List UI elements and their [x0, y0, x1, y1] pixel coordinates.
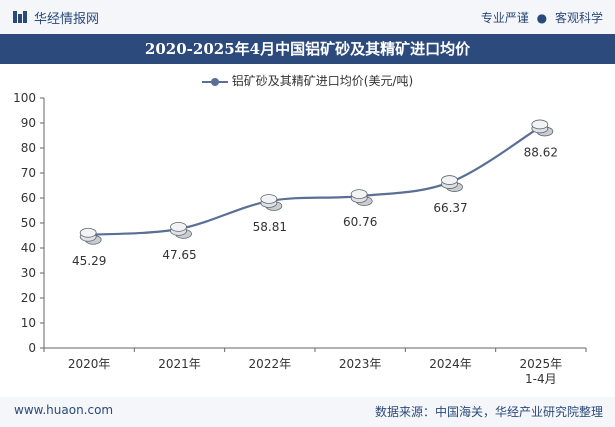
data-label: 47.65	[162, 248, 196, 262]
logo-icon	[13, 11, 27, 23]
footer: www.huaon.com 数据来源：中国海关，华经产业研究院整理	[0, 397, 615, 427]
y-tick-label: 30	[21, 266, 36, 280]
data-label: 45.29	[72, 254, 106, 268]
data-point	[170, 221, 192, 239]
slogan-right: 客观科学	[554, 11, 603, 25]
y-tick-label: 0	[28, 341, 36, 355]
y-tick-label: 10	[21, 316, 36, 330]
line-chart: 0 10 20 30 40 50 60 70 80 90 100 2020年 2021年 2022年 202…	[13, 91, 587, 386]
chart-title: 2020-2025年4月中国铝矿砂及其精矿进口均价	[0, 34, 615, 64]
y-tick-label: 40	[21, 241, 36, 255]
slogan-separator: ●	[536, 11, 548, 25]
y-tick-label: 80	[21, 141, 36, 155]
y-tick-label: 70	[21, 166, 36, 180]
y-tick-label: 20	[21, 291, 36, 305]
x-tick-label: 1-4月	[525, 372, 557, 386]
y-tick-label: 60	[21, 191, 36, 205]
data-label: 66.37	[433, 201, 467, 215]
data-label: 60.76	[343, 215, 377, 229]
data-point	[79, 227, 102, 245]
series-line	[89, 125, 542, 236]
data-label: 58.81	[253, 220, 287, 234]
x-tick-label: 2022年	[249, 357, 292, 371]
x-tick-label: 2023年	[339, 357, 382, 371]
chart-legend: 铝矿砂及其精矿进口均价(美元/吨)	[0, 72, 615, 89]
legend-swatch	[201, 77, 228, 87]
data-point	[260, 194, 283, 211]
brand-name: 华经情报网	[34, 12, 100, 27]
legend-label: 铝矿砂及其精矿进口均价(美元/吨)	[231, 74, 414, 88]
footer-url: www.huaon.com	[14, 403, 114, 417]
data-label: 88.62	[524, 145, 558, 159]
y-tick-label: 100	[13, 91, 36, 105]
slogan: 专业严谨 ● 客观科学	[481, 9, 603, 26]
x-tick-label: 2021年	[158, 357, 201, 371]
x-tick-label: 2020年	[68, 357, 111, 371]
data-point	[441, 175, 463, 192]
slogan-left: 专业严谨	[480, 11, 529, 25]
y-tick-label: 50	[21, 216, 36, 230]
x-tick-label: 2025年	[520, 357, 563, 371]
x-tick-label: 2024年	[429, 357, 472, 371]
data-source: 数据来源：中国海关，华经产业研究院整理	[374, 405, 603, 419]
data-point	[531, 119, 554, 137]
data-point	[350, 189, 373, 207]
top-bar: 华经情报网 专业严谨 ● 客观科学	[0, 0, 615, 34]
y-tick-label: 90	[21, 116, 36, 130]
